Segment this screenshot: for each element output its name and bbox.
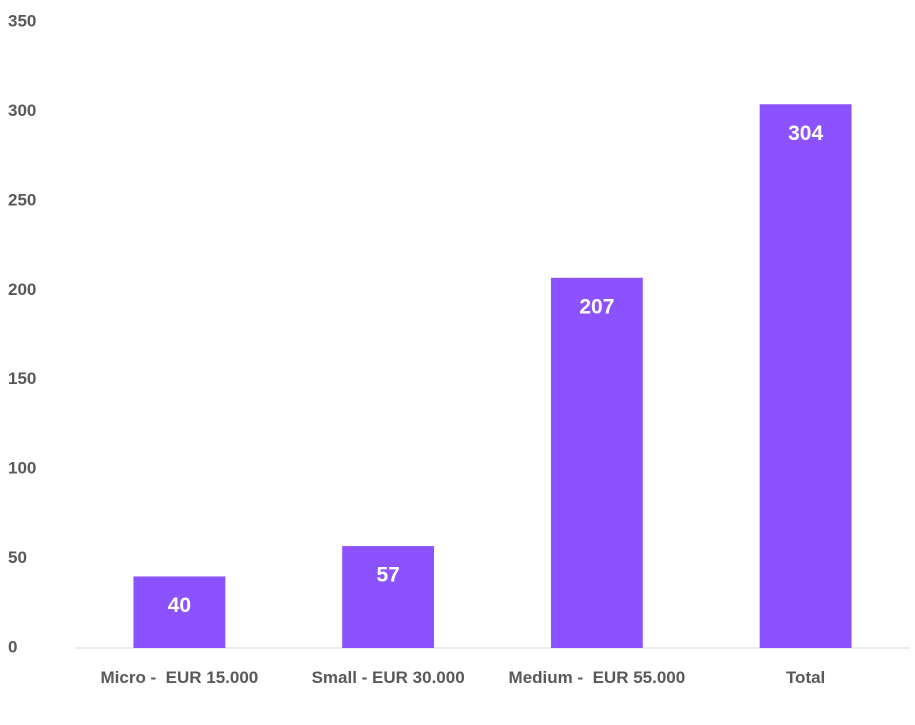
x-tick-label: Total	[785, 668, 826, 687]
data-label: 304	[788, 122, 823, 145]
data-label: 57	[376, 564, 399, 587]
data-label: 40	[168, 594, 191, 617]
bar	[342, 546, 435, 648]
y-tick-label: 350	[8, 11, 36, 30]
data-label: 207	[579, 295, 614, 318]
bar	[759, 104, 852, 648]
y-tick-label: 50	[8, 548, 27, 567]
y-tick-label: 0	[8, 637, 17, 656]
y-tick-label: 100	[8, 459, 36, 478]
bar	[550, 277, 643, 648]
y-tick-label: 150	[8, 369, 36, 388]
x-tick-label: Micro - EUR 15.000	[100, 668, 259, 687]
x-tick-label: Medium - EUR 55.000	[508, 668, 686, 687]
x-tick-label: Small - EUR 30.000	[311, 668, 465, 687]
y-tick-label: 300	[8, 101, 36, 120]
y-tick-label: 200	[8, 280, 36, 299]
y-tick-label: 250	[8, 190, 36, 209]
bar	[133, 576, 226, 648]
